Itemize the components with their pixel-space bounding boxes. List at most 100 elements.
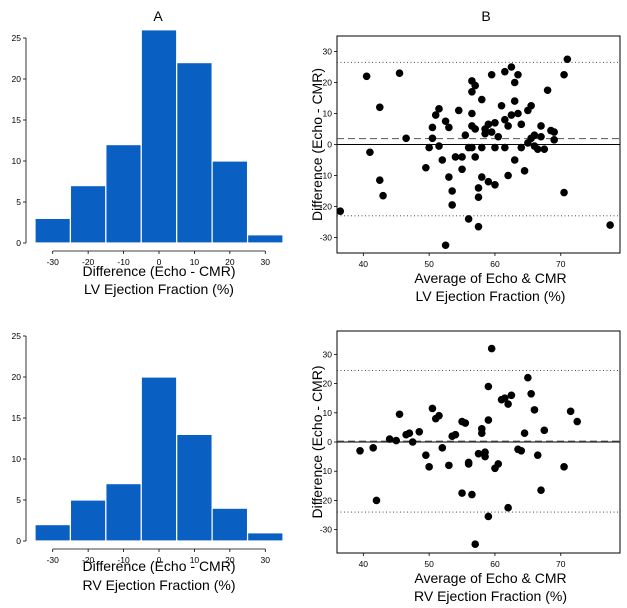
data-point	[408, 438, 417, 446]
y-axis-title: Difference (Echo - CMR)	[309, 68, 325, 221]
data-point	[537, 122, 545, 130]
histogram-bar	[69, 499, 107, 542]
data-point	[474, 193, 483, 201]
x-axis-title: Difference (Echo - CMR)	[82, 558, 235, 574]
data-point	[533, 145, 542, 153]
histogram-bar	[34, 217, 72, 244]
x-tick-label: 10	[190, 555, 200, 565]
histogram-bar	[140, 376, 178, 542]
data-point	[379, 191, 387, 200]
x-axis-title: Average of Echo & CMR	[414, 570, 566, 586]
data-point	[474, 222, 483, 231]
data-point	[537, 132, 545, 141]
y-tick-label: 20	[323, 379, 333, 389]
histogram-bar	[246, 234, 284, 244]
x-tick-label: 0	[157, 555, 162, 565]
data-point	[504, 503, 512, 512]
y-tick-label: 20	[12, 372, 22, 382]
data-point	[464, 458, 473, 467]
x-tick-label: -10	[117, 555, 130, 565]
x-axis-subtitle: LV Ejection Fraction (%)	[416, 288, 566, 304]
data-point	[402, 134, 410, 143]
data-point	[474, 184, 483, 192]
y-axis-title: Difference (Echo - CMR)	[309, 365, 325, 518]
data-point	[520, 429, 529, 438]
data-point	[461, 419, 470, 427]
data-point	[464, 215, 473, 223]
data-point	[474, 449, 483, 458]
data-point	[484, 416, 493, 424]
y-tick-label: -30	[320, 525, 333, 535]
data-point	[540, 145, 549, 153]
x-tick-label: -30	[47, 257, 60, 267]
data-point	[405, 429, 414, 438]
data-point	[543, 86, 552, 95]
data-point	[435, 105, 443, 113]
data-point	[369, 444, 377, 452]
x-axis-subtitle: LV Ejection Fraction (%)	[84, 281, 234, 297]
data-point	[560, 463, 568, 471]
data-point	[550, 136, 558, 144]
data-point	[524, 373, 532, 382]
y-tick-label: -20	[320, 495, 333, 505]
data-point	[468, 490, 476, 499]
histogram-bar	[246, 532, 284, 542]
y-tick-label: 20	[323, 78, 333, 88]
data-point	[428, 134, 437, 143]
y-tick-label: 10	[323, 408, 333, 418]
data-point	[527, 390, 535, 398]
data-point	[491, 181, 499, 189]
data-point	[477, 95, 486, 104]
x-tick-label: -20	[82, 555, 95, 565]
y-tick-label: -20	[320, 202, 333, 212]
y-tick-label: -10	[320, 171, 333, 181]
data-point	[471, 540, 480, 549]
data-point	[501, 115, 509, 124]
y-tick-label: 0	[16, 536, 21, 546]
histogram-bar	[105, 483, 142, 542]
data-point	[514, 70, 522, 79]
x-tick-label: 70	[556, 559, 566, 569]
data-point	[527, 101, 535, 110]
data-point	[514, 109, 522, 118]
data-point	[445, 173, 453, 181]
data-point	[441, 241, 450, 250]
data-point	[487, 344, 496, 353]
data-point	[566, 407, 575, 416]
data-point	[425, 143, 433, 152]
data-point	[510, 156, 519, 164]
data-point	[530, 406, 539, 414]
data-point	[445, 123, 453, 132]
data-point	[425, 463, 433, 471]
data-point	[428, 123, 437, 132]
data-point	[458, 489, 466, 497]
x-axis-title: Average of Echo & CMR	[414, 270, 566, 286]
y-tick-label: -30	[320, 233, 333, 243]
data-point	[484, 382, 493, 391]
data-point	[471, 125, 480, 133]
data-point	[507, 111, 516, 119]
data-point	[563, 55, 572, 64]
histogram-bar	[211, 507, 249, 542]
x-tick-label: -10	[117, 257, 130, 267]
data-point	[530, 131, 539, 139]
data-point	[356, 446, 364, 455]
data-point	[431, 111, 440, 119]
data-point	[510, 97, 519, 105]
data-point	[517, 143, 526, 152]
x-tick-label: 40	[359, 559, 369, 569]
data-point	[494, 132, 503, 141]
data-point	[392, 436, 401, 445]
data-point	[448, 187, 456, 195]
x-tick-label: 20	[225, 257, 235, 267]
data-point	[540, 426, 549, 435]
y-tick-label: 30	[323, 47, 333, 57]
data-point	[560, 188, 568, 197]
data-point	[454, 106, 463, 115]
data-point	[497, 101, 506, 110]
data-point	[451, 430, 460, 439]
y-tick-label: 25	[12, 331, 22, 341]
data-point	[520, 167, 529, 175]
